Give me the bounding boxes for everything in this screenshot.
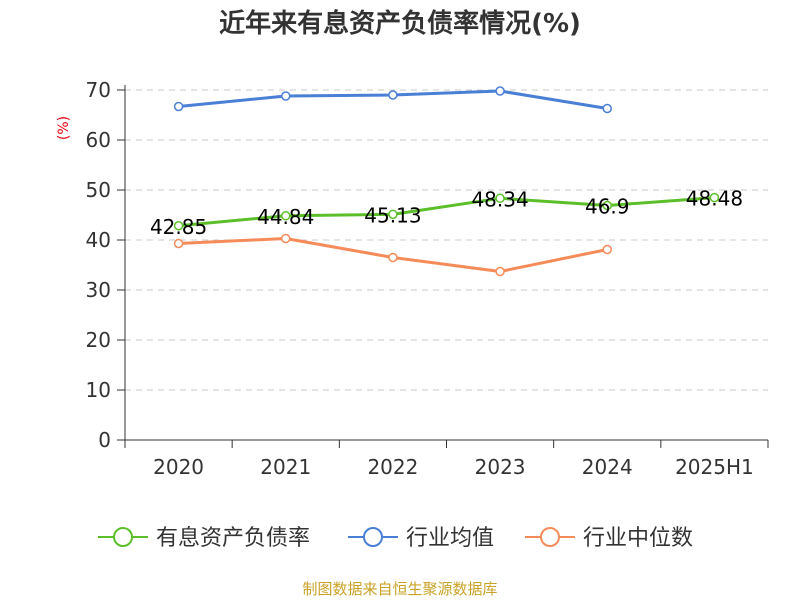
- chart-title: 近年来有息资产负债率情况(%): [219, 8, 581, 39]
- data-label: 48.48: [686, 187, 743, 211]
- source-note: 制图数据来自恒生聚源数据库: [302, 580, 497, 598]
- y-axis-label: (%): [56, 116, 72, 140]
- x-tick-label: 2024: [582, 455, 633, 479]
- series-1: [173, 86, 612, 114]
- legend-marker: [113, 527, 133, 547]
- legend-label: 行业均值: [406, 526, 494, 551]
- legend-label: 有息资产负债率: [156, 526, 310, 551]
- y-tick-label: 20: [86, 328, 111, 352]
- data-point: [709, 192, 720, 203]
- y-tick-label: 10: [86, 378, 111, 402]
- data-point: [602, 244, 612, 255]
- x-tick-label: 2022: [367, 455, 418, 479]
- data-label: 44.84: [257, 205, 314, 229]
- series-lines: [173, 86, 720, 277]
- legend-item-0: 有息资产负债率: [98, 526, 310, 551]
- data-point: [173, 221, 184, 231]
- legend: 有息资产负债率 行业均值 行业中位数: [98, 526, 693, 551]
- legend-marker: [540, 527, 560, 547]
- series-line: [178, 196, 715, 228]
- data-label: 48.34: [471, 187, 528, 211]
- y-tick-label: 70: [86, 78, 111, 102]
- legend-item-2: 行业中位数: [525, 526, 693, 551]
- data-point: [173, 238, 184, 249]
- y-tick-label: 40: [86, 228, 111, 252]
- x-tick-label: 2023: [475, 455, 526, 479]
- data-point: [388, 209, 398, 220]
- x-tick-label: 2020: [153, 455, 204, 479]
- axes: 0 10 20 30 40 50 60 70 2020 2021 2022 2023 2024 2025H…: [86, 78, 769, 479]
- data-label: 45.13: [364, 203, 421, 227]
- data-point: [495, 266, 505, 277]
- x-tick-label: 2021: [260, 455, 311, 479]
- data-point: [388, 252, 398, 263]
- data-point: [281, 91, 291, 101]
- data-point: [495, 193, 505, 204]
- gridlines: [125, 89, 768, 391]
- data-point: [388, 90, 398, 100]
- data-labels: 42.85 44.84 45.13 48.34 46.9 48.48: [150, 187, 743, 239]
- x-tick-label: 2025H1: [675, 455, 754, 479]
- data-point: [602, 103, 612, 114]
- data-point: [281, 211, 291, 221]
- legend-marker: [363, 527, 383, 547]
- data-point: [495, 86, 505, 96]
- series-2: [173, 233, 612, 277]
- data-point: [281, 233, 291, 244]
- data-point: [173, 101, 184, 112]
- data-point: [602, 200, 612, 211]
- series-0: [173, 192, 720, 231]
- y-tick-label: 60: [86, 128, 111, 152]
- data-label: 46.9: [585, 195, 630, 219]
- y-tick-label: 0: [98, 428, 111, 452]
- y-tick-label: 30: [86, 278, 111, 302]
- legend-item-1: 行业均值: [348, 526, 494, 551]
- legend-label: 行业中位数: [583, 526, 693, 551]
- y-tick-label: 50: [86, 178, 111, 202]
- data-label: 42.85: [150, 215, 207, 239]
